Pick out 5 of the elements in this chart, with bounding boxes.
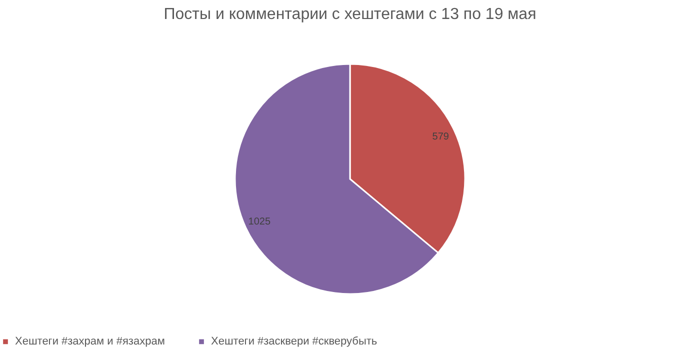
data-label: 1025 (248, 216, 271, 228)
legend-label: Хештеги #засквери #скверубыть (211, 336, 378, 348)
chart-title: Посты и комментарии с хештегами с 13 по 19 мая (164, 6, 536, 23)
legend-label: Хештеги #захрам и #язахрам (15, 336, 165, 348)
data-label: 579 (432, 132, 450, 143)
